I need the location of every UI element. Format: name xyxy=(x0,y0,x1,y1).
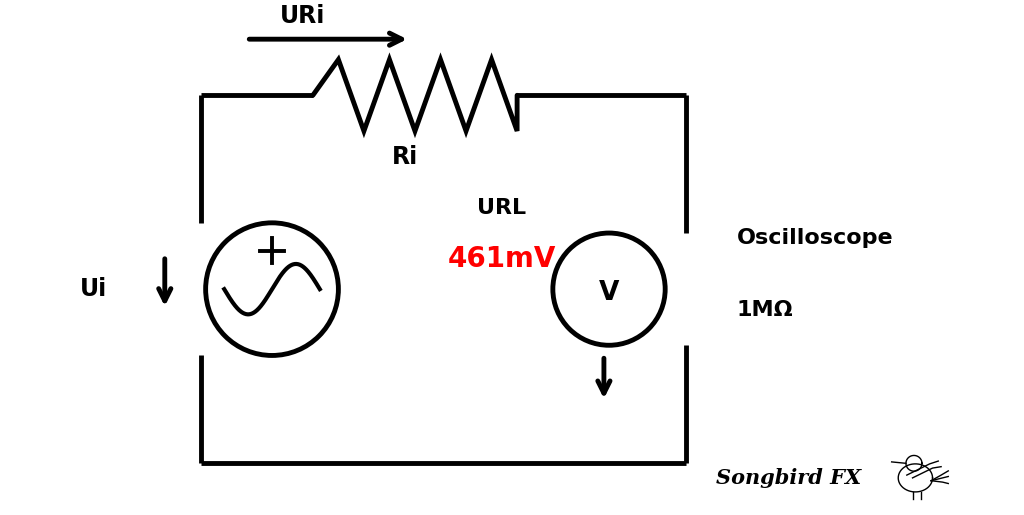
Text: Oscilloscope: Oscilloscope xyxy=(736,228,893,248)
Text: Ri: Ri xyxy=(391,145,418,168)
Text: Ui: Ui xyxy=(80,277,106,301)
Text: URL: URL xyxy=(477,198,526,217)
Text: URi: URi xyxy=(280,4,326,28)
Text: Songbird FX: Songbird FX xyxy=(716,468,861,488)
Text: 1MΩ: 1MΩ xyxy=(736,300,794,319)
Text: 461mV: 461mV xyxy=(447,245,556,272)
Text: V: V xyxy=(599,280,620,306)
